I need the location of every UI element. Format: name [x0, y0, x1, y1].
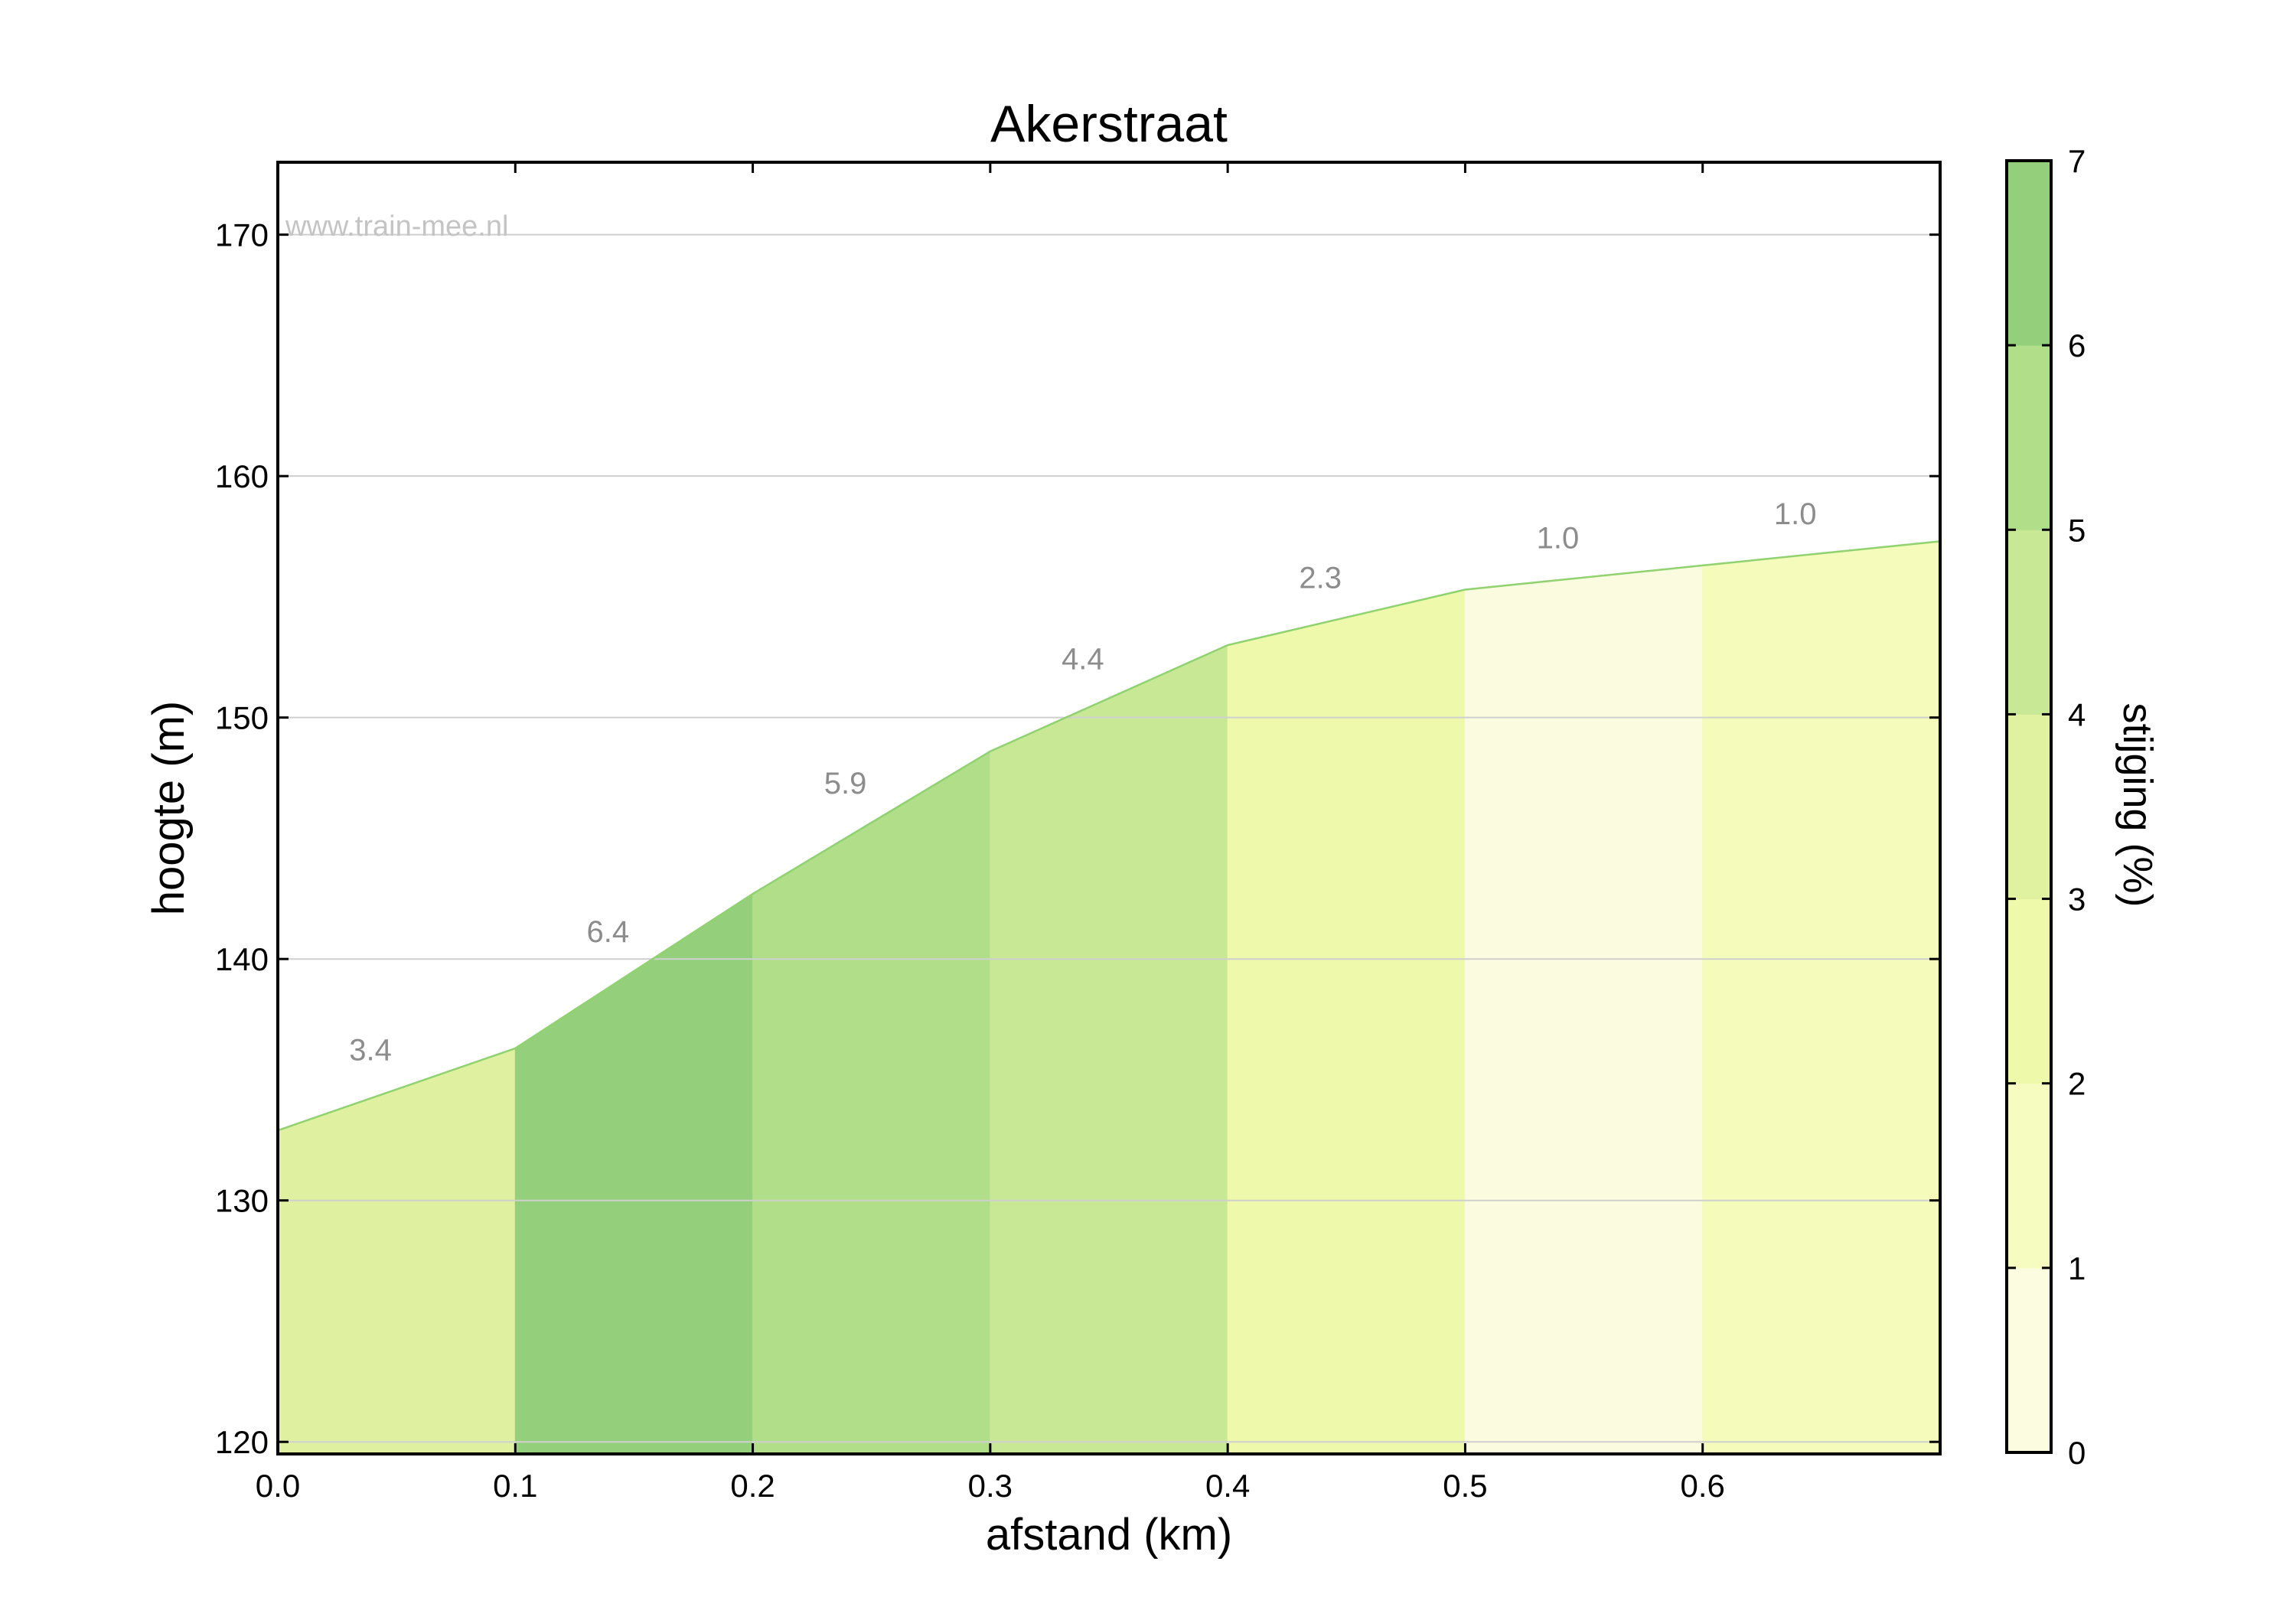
- colorbar-tick-label: 1: [2068, 1250, 2086, 1286]
- grade-labels: 3.4 6.4 5.9 4.4 2.3 1.0 1.0: [349, 497, 1816, 1067]
- gridlines: [278, 233, 1940, 1443]
- y-tick-label: 130: [215, 1183, 269, 1219]
- x-tick-label: 0.0: [256, 1468, 300, 1504]
- grade-label: 2.3: [1299, 562, 1342, 595]
- x-tick-label: 0.5: [1443, 1468, 1487, 1504]
- y-tick-label: 150: [215, 700, 269, 736]
- x-axis-label: afstand (km): [986, 1510, 1232, 1560]
- segment-fill-2: [752, 750, 991, 1455]
- grade-label: 1.0: [1774, 497, 1817, 531]
- colorbar-tick-label: 5: [2068, 512, 2086, 548]
- segment-fill-6: [1702, 540, 1941, 1455]
- chart-title: Akerstraat: [990, 95, 1228, 153]
- colorbar: 0 1 2 3 4 5 6 7: [2005, 143, 2086, 1471]
- x-tick-label: 0.4: [1205, 1468, 1250, 1504]
- colorbar-tick-label: 3: [2068, 882, 2086, 918]
- colorbar-tick-label: 2: [2068, 1066, 2086, 1102]
- colorbar-band-5: [2007, 345, 2051, 530]
- colorbar-label: stijging (%): [2115, 702, 2161, 907]
- x-tick-label: 0.2: [730, 1468, 775, 1504]
- colorbar-tick-label: 7: [2068, 143, 2086, 179]
- y-tick-label: 170: [215, 217, 269, 253]
- plot-frame: [276, 161, 1942, 1455]
- y-tick-label: 140: [215, 941, 269, 977]
- colorbar-band-2: [2007, 898, 2051, 1084]
- colorbar-band-0: [2007, 1267, 2051, 1453]
- grade-label: 5.9: [824, 767, 867, 800]
- segment-fill-4: [1227, 588, 1466, 1455]
- elevation-profile-line: [277, 540, 1941, 1132]
- y-tick-label: 120: [215, 1424, 269, 1460]
- segment-fill-5: [1464, 565, 1704, 1455]
- y-tick-label: 160: [215, 458, 269, 494]
- x-tick-label: 0.3: [968, 1468, 1013, 1504]
- colorbar-band-1: [2007, 1083, 2051, 1269]
- grade-label: 6.4: [586, 915, 629, 949]
- colorbar-tick-label: 4: [2068, 696, 2086, 732]
- axis-ticks: 0.0 0.1 0.2 0.3 0.4 0.5 0.6 120 130 140 150 160 170: [215, 162, 1940, 1504]
- grade-label: 1.0: [1537, 522, 1580, 556]
- segment-fill-3: [990, 644, 1228, 1455]
- grade-label: 4.4: [1062, 642, 1104, 676]
- segment-fills: [277, 540, 1941, 1455]
- x-tick-label: 0.6: [1681, 1468, 1725, 1504]
- colorbar-band-3: [2007, 714, 2051, 900]
- colorbar-band-6: [2007, 161, 2051, 346]
- colorbar-frame: [2005, 159, 2053, 1454]
- grade-label: 3.4: [349, 1034, 392, 1068]
- x-tick-label: 0.1: [493, 1468, 537, 1504]
- colorbar-band-4: [2007, 530, 2051, 715]
- segment-fill-1: [514, 893, 754, 1455]
- watermark: www.train-mee.nl: [285, 210, 508, 243]
- y-axis-label: hoogte (m): [144, 701, 194, 915]
- colorbar-tick-label: 0: [2068, 1435, 2086, 1471]
- segment-fill-0: [277, 1048, 516, 1455]
- colorbar-tick-label: 6: [2068, 328, 2086, 363]
